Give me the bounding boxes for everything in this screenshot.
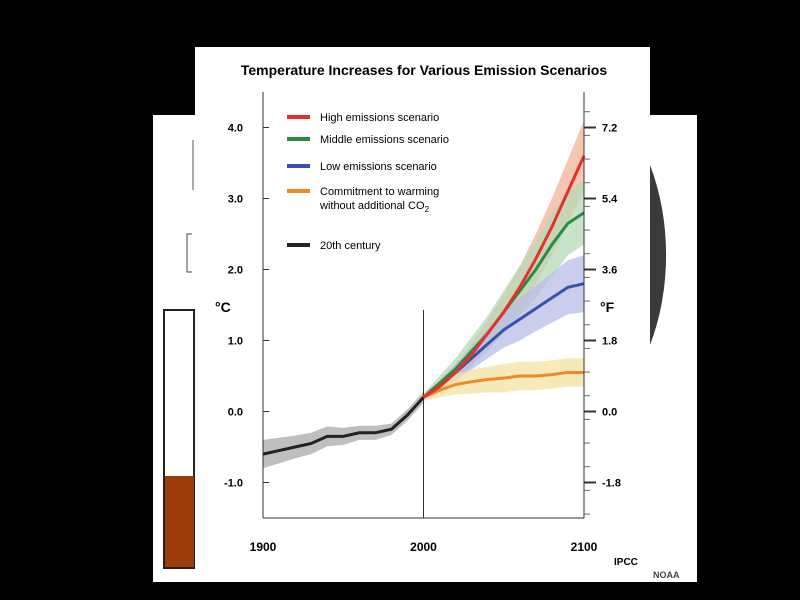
chart-card: [195, 47, 650, 582]
legend-label-1: Middle emissions scenario: [320, 134, 449, 146]
y-tick-label-left: 2.0: [228, 265, 243, 277]
credit-ipcc: IPCC: [614, 557, 638, 568]
y-tick-label-right: 3.6: [602, 265, 617, 277]
x-tick-label: 2100: [571, 540, 598, 554]
legend-label-0: High emissions scenario: [320, 112, 439, 124]
series-line-4: [262, 396, 425, 456]
uncertainty-band-1: [423, 180, 584, 401]
series-line-3: [422, 370, 584, 399]
y-tick-label-left: 1.0: [228, 336, 243, 348]
background-bracket: [186, 233, 192, 273]
globe-graphic: [650, 165, 667, 345]
y-tick-label-left: 4.0: [228, 123, 243, 135]
legend-label-3-line2: without additional CO2: [319, 200, 430, 214]
credit-noaa: NOAA: [653, 570, 680, 580]
y-axis-label-right: °F: [600, 299, 615, 315]
chart-title: Temperature Increases for Various Emissi…: [241, 62, 607, 78]
y-tick-label-right: 0.0: [602, 407, 617, 419]
legend-label-3: Commitment to warming: [320, 186, 439, 198]
y-axis-label-left: °C: [215, 299, 231, 315]
background-diagram-ground: [165, 476, 194, 567]
y-tick-label-left: -1.0: [224, 478, 243, 490]
y-tick-label-right: 1.8: [602, 336, 617, 348]
y-tick-label-left: 0.0: [228, 407, 243, 419]
x-tick-label: 2000: [410, 540, 437, 554]
uncertainty-band-4: [263, 391, 424, 469]
y-tick-label-right: 7.2: [602, 123, 617, 135]
y-tick-label-right: 5.4: [602, 194, 618, 206]
y-tick-label-right: -1.8: [602, 478, 621, 490]
background-diagram-frame: [163, 309, 195, 569]
legend-label-4: 20th century: [320, 240, 381, 252]
legend-label-2: Low emissions scenario: [320, 161, 437, 173]
x-tick-label: 1900: [250, 540, 277, 554]
series-line-0: [422, 155, 586, 399]
y-tick-label-left: 3.0: [228, 194, 243, 206]
